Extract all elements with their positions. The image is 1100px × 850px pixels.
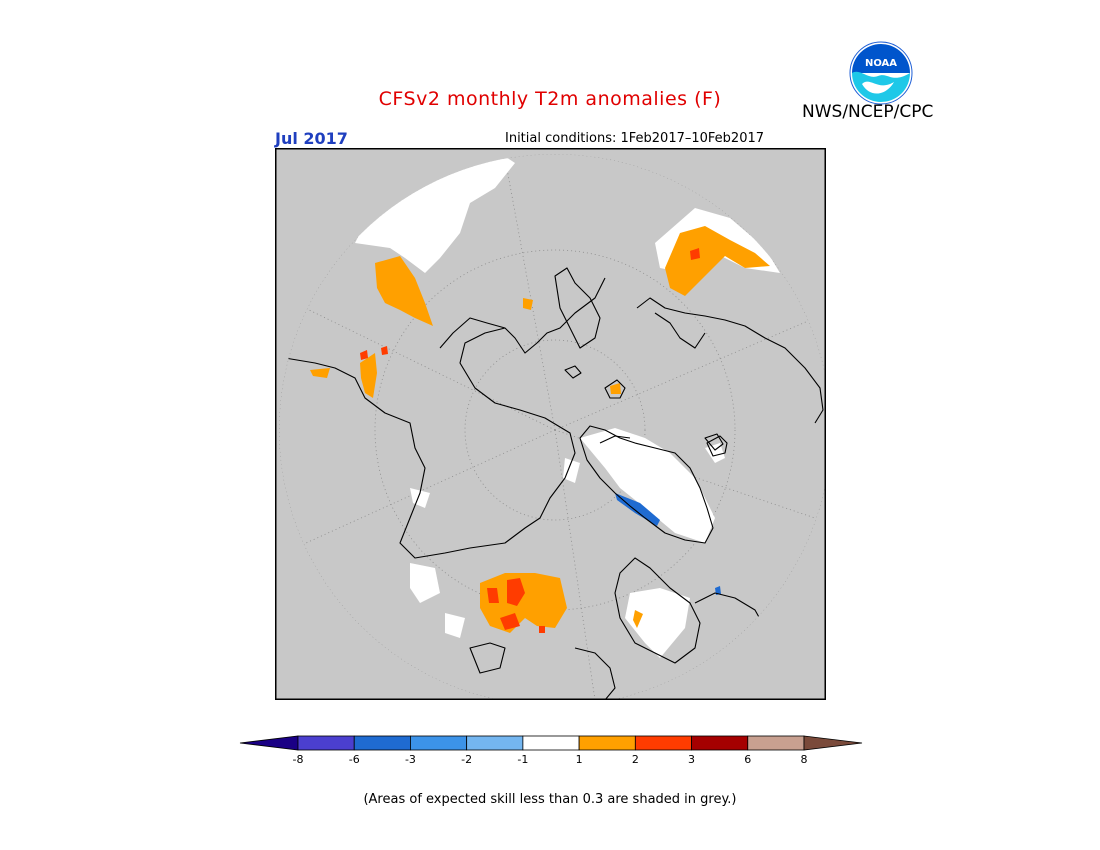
map-frame xyxy=(275,148,826,700)
legend-tick-label: -8 xyxy=(293,753,304,766)
legend-tick-label: -6 xyxy=(349,753,360,766)
legend-bin xyxy=(297,735,355,751)
legend-bin xyxy=(522,735,580,751)
legend-tick-label: -1 xyxy=(517,753,528,766)
legend-bin xyxy=(466,735,524,751)
legend-tick-label: 2 xyxy=(632,753,639,766)
legend-bin xyxy=(353,735,411,751)
legend-tick-label: -2 xyxy=(461,753,472,766)
logo-text: NOAA xyxy=(865,58,897,69)
legend-bin xyxy=(239,735,299,751)
legend-bin xyxy=(803,735,863,751)
legend-bin xyxy=(578,735,636,751)
noaa-logo: NOAA xyxy=(849,41,913,105)
coastlines xyxy=(284,267,824,700)
graticule xyxy=(279,154,826,700)
skill-footnote: (Areas of expected skill less than 0.3 a… xyxy=(363,792,737,807)
legend-bin xyxy=(410,735,468,751)
legend-bin xyxy=(747,735,805,751)
initial-conditions-label: Initial conditions: 1Feb2017–10Feb2017 xyxy=(505,131,765,146)
anomaly-regions-blue xyxy=(615,493,721,595)
legend-tick-label: -3 xyxy=(405,753,416,766)
polar-map xyxy=(275,148,826,700)
map-title: CFSv2 monthly T2m anomalies (F) xyxy=(378,88,722,110)
legend-bin xyxy=(691,735,749,751)
legend-tick-label: 3 xyxy=(688,753,695,766)
agency-label: NWS/NCEP/CPC xyxy=(802,102,934,122)
legend-tick-label: 8 xyxy=(801,753,808,766)
legend-bin xyxy=(634,735,692,751)
anomaly-regions-red xyxy=(360,248,700,633)
map-disk xyxy=(279,154,826,700)
color-legend: -8 -6 -3 -2 -1 1 2 3 6 8 xyxy=(239,735,863,766)
legend-tick-label: 1 xyxy=(576,753,583,766)
target-month-label: Jul 2017 xyxy=(275,129,348,148)
legend-tick-label: 6 xyxy=(744,753,751,766)
